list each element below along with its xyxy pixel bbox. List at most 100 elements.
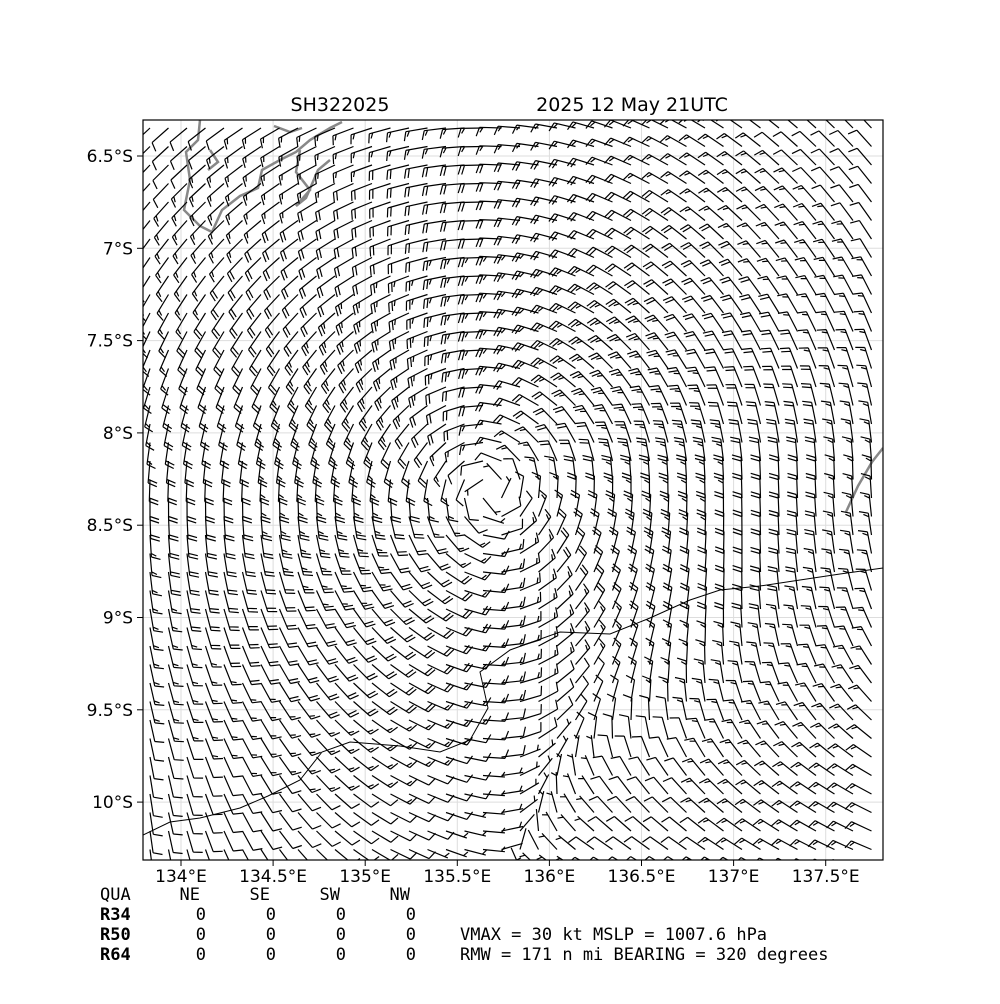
wind-barb [798,643,817,665]
wind-barb [810,130,835,147]
wind-barb [605,298,632,314]
wind-barb [766,418,780,443]
wind-barb [556,527,570,554]
wind-barb [740,329,762,351]
wind-barb [241,553,256,578]
table-header: QUA [100,885,131,905]
wind-barb [186,590,201,614]
wind-barb [167,756,184,780]
wind-barb [143,257,151,284]
wind-barb [830,202,854,221]
wind-barb [718,258,743,277]
wind-barb [390,793,418,805]
wind-barb [593,638,606,665]
wind-barb [149,516,160,542]
wind-barb [288,405,299,433]
wind-barb [834,625,854,647]
wind-barb [167,793,183,817]
wind-barb [445,848,469,858]
wind-barb [703,348,725,369]
wind-barb [503,458,521,480]
wind-barb [673,437,688,462]
wind-barb [371,516,386,540]
wind-barb [717,222,743,240]
wind-barb [279,849,289,860]
wind-barb [611,582,622,610]
wind-barb [820,567,836,591]
wind-barb [750,546,762,573]
wind-barb [567,283,595,296]
wind-barb [315,590,336,612]
wind-barb [556,508,567,536]
wind-barb [748,603,762,628]
wind-barb [592,404,614,425]
wind-barb [697,836,724,851]
wind-barb [241,701,262,722]
wind-barb [758,293,780,314]
wind-barb [188,146,206,170]
wind-barb [149,719,165,743]
wind-barb [829,148,854,166]
wind-barb [404,201,428,217]
wind-barb [595,421,614,443]
wind-barb [440,330,465,345]
wind-barb [676,657,688,684]
wind-barb [279,812,302,831]
wind-barb [551,389,576,406]
wind-barb [699,259,724,277]
wind-barb [586,282,613,296]
wind-barb [626,526,636,554]
wind-barb [661,816,687,832]
wind-barb [646,349,669,369]
wind-barb [768,454,780,480]
wind-barb [796,293,817,314]
wind-barb [839,548,854,573]
wind-barb [352,275,373,297]
wind-barb [592,755,614,776]
wind-barb [460,460,484,476]
wind-barb [538,626,559,647]
wind-barb [782,623,799,647]
wind-barb [822,510,836,536]
wind-barb [315,534,331,559]
wind-barb [698,187,724,203]
wind-barb [445,792,474,802]
wind-barb [464,534,491,548]
wind-barb [681,277,706,295]
wind-barb [279,238,299,262]
wind-barb [445,774,474,783]
wind-barb [557,814,576,832]
wind-barb [341,405,355,432]
wind-barb [148,479,159,506]
wind-barb [810,722,835,739]
wind-barb [278,608,298,630]
wind-barb [815,292,836,314]
wind-barb [704,718,725,739]
wind-barb [604,155,632,166]
wind-barb [242,164,262,187]
wind-barb [322,386,336,414]
wind-barb [575,675,589,702]
wind-barb [260,534,274,560]
wind-barb [787,491,799,517]
wind-barb [315,497,327,524]
wind-barb [167,590,182,615]
wind-barb [390,608,415,626]
wind-barb [474,452,502,462]
wind-barb [149,664,165,688]
wind-barb [774,721,798,739]
wind-barb [680,777,706,795]
wind-barb [315,238,336,260]
wind-barb [790,761,817,776]
wind-barb [386,127,410,143]
wind-barb [683,331,706,351]
wind-barb [556,604,575,628]
wind-barb [226,257,243,283]
wind-barb [846,704,872,721]
wind-barb [241,664,262,686]
wind-barb [204,701,223,723]
wind-barb [315,571,334,594]
wind-barb [642,836,669,850]
wind-barb [623,244,650,258]
wind-barb [791,741,817,758]
